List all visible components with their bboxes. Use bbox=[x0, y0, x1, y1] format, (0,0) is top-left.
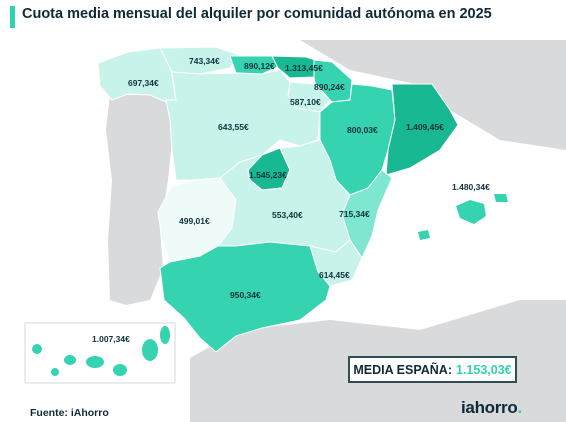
label-cantabria: 890,12€ bbox=[244, 61, 275, 71]
map-title: Cuota media mensual del alquiler por com… bbox=[22, 6, 492, 22]
label-castilla-leon: 643,55€ bbox=[218, 122, 249, 132]
label-castilla-la-mancha: 553,40€ bbox=[272, 210, 303, 220]
source-text: Fuente: iAhorro bbox=[30, 407, 109, 419]
region-valencia[interactable] bbox=[341, 169, 393, 260]
label-pais-vasco: 1.313,45€ bbox=[285, 63, 323, 73]
label-galicia: 697,34€ bbox=[128, 78, 159, 88]
region-castilla-leon[interactable] bbox=[165, 69, 321, 181]
label-madrid: 1.545,23€ bbox=[249, 170, 287, 180]
region-baleares-ibiza[interactable] bbox=[418, 230, 430, 240]
region-canarias[interactable] bbox=[32, 326, 170, 376]
label-baleares: 1.480,34€ bbox=[452, 182, 490, 192]
region-cataluna[interactable] bbox=[385, 83, 459, 176]
region-andalucia[interactable] bbox=[159, 241, 331, 353]
average-box: MEDIA ESPAÑA: 1.153,03€ bbox=[348, 356, 517, 383]
label-valencia: 715,34€ bbox=[339, 209, 370, 219]
label-cataluna: 1.409,45€ bbox=[406, 122, 444, 132]
title-accent-bar bbox=[10, 6, 15, 28]
region-cantabria[interactable] bbox=[229, 55, 281, 75]
brand-dot: . bbox=[517, 398, 522, 417]
label-asturias: 743,34€ bbox=[189, 56, 220, 66]
label-andalucia: 950,34€ bbox=[230, 290, 261, 300]
portugal-land bbox=[106, 95, 172, 305]
label-aragon: 800,03€ bbox=[347, 125, 378, 135]
label-la-rioja: 587,10€ bbox=[290, 97, 321, 107]
region-baleares-menorca[interactable] bbox=[494, 194, 508, 202]
label-canarias: 1.007,34€ bbox=[92, 334, 130, 344]
region-baleares[interactable] bbox=[456, 200, 486, 224]
average-label: MEDIA ESPAÑA: bbox=[353, 362, 452, 377]
brand-name: iahorro bbox=[461, 398, 518, 417]
canarias-inset-frame bbox=[24, 322, 176, 384]
label-extremadura: 499,01€ bbox=[179, 216, 210, 226]
average-value: 1.153,03€ bbox=[456, 362, 512, 377]
brand-logo: iahorro. bbox=[461, 398, 522, 418]
label-murcia: 614,45€ bbox=[319, 270, 350, 280]
label-navarra: 890,24€ bbox=[314, 82, 345, 92]
